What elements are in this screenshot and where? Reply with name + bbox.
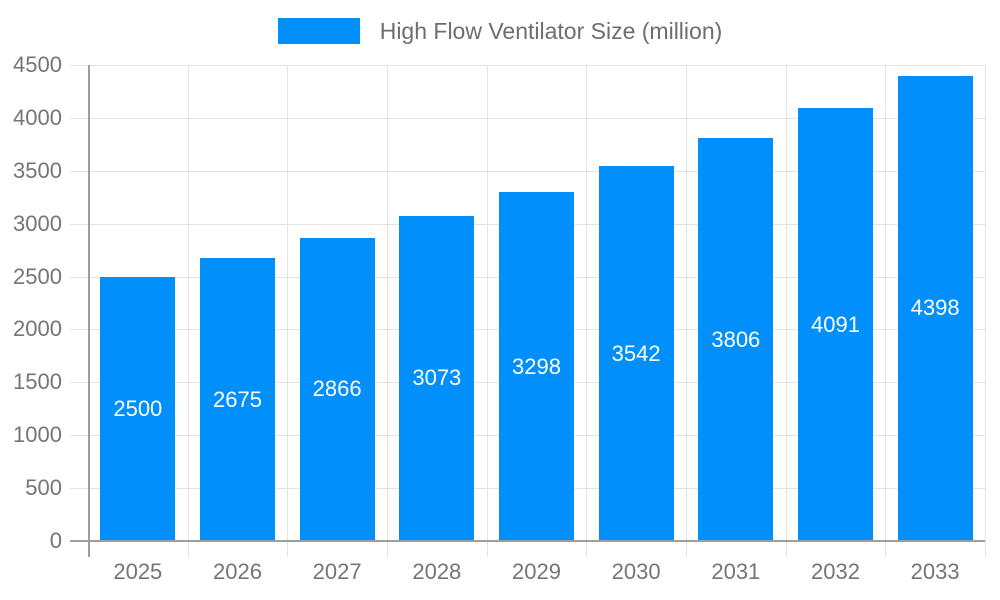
x-axis-label: 2027 xyxy=(312,559,362,584)
legend-label: High Flow Ventilator Size (million) xyxy=(379,17,723,44)
x-tick xyxy=(685,541,687,557)
y-axis-label: 2500 xyxy=(13,263,62,289)
x-axis-line xyxy=(70,540,985,542)
x-axis-label: 2028 xyxy=(412,559,462,584)
bar: 2866 xyxy=(299,237,375,541)
bar: 3806 xyxy=(698,138,774,541)
y-axis-line xyxy=(88,65,90,557)
y-tick xyxy=(70,117,88,119)
v-gridline xyxy=(486,65,488,541)
x-axis-label: 2030 xyxy=(611,559,661,584)
x-tick xyxy=(586,541,588,557)
bar: 4091 xyxy=(798,108,873,541)
bar: 2675 xyxy=(200,258,275,541)
y-axis-label: 2000 xyxy=(13,316,62,342)
y-axis-label: 4000 xyxy=(13,104,62,130)
x-tick xyxy=(985,541,986,557)
y-tick xyxy=(70,329,88,331)
x-axis-label: 2031 xyxy=(711,559,761,584)
v-gridline xyxy=(685,65,687,541)
bar-value-label: 3298 xyxy=(512,353,561,379)
bar: 3298 xyxy=(499,192,574,541)
plot-area: 0 500 1000 1500 2000 2500 3000 3500 4000 4500 2500… xyxy=(13,52,986,584)
y-axis-label: 1500 xyxy=(13,369,62,395)
h-gridline xyxy=(88,170,985,172)
y-axis-label: 3000 xyxy=(13,210,62,236)
x-tick xyxy=(885,541,887,557)
y-tick xyxy=(70,65,88,66)
h-gridline xyxy=(88,65,985,66)
x-axis-label: 2029 xyxy=(512,559,561,584)
y-tick xyxy=(70,223,88,225)
x-axis-label: 2025 xyxy=(113,559,163,584)
bar-value-label: 2866 xyxy=(312,376,362,402)
bar-value-label: 2500 xyxy=(113,395,163,421)
y-axis-label: 0 xyxy=(49,528,62,553)
bar: 3542 xyxy=(598,166,674,541)
x-axis-label: 2026 xyxy=(213,559,262,584)
bar-value-label: 4091 xyxy=(811,311,860,337)
y-axis-label: 3500 xyxy=(13,157,62,183)
y-tick xyxy=(70,488,88,490)
x-tick xyxy=(187,541,189,557)
bar-value-label: 3073 xyxy=(412,365,462,391)
bar: 2500 xyxy=(100,276,176,541)
v-gridline xyxy=(187,65,189,541)
v-gridline xyxy=(386,65,388,541)
y-axis-label: 1000 xyxy=(13,422,62,448)
bar-value-label: 2675 xyxy=(213,386,262,412)
x-tick xyxy=(386,541,388,557)
x-axis-label: 2033 xyxy=(910,559,960,584)
y-tick xyxy=(70,170,88,172)
x-tick xyxy=(486,541,488,557)
v-gridline xyxy=(985,65,986,541)
y-tick xyxy=(70,435,88,437)
h-gridline xyxy=(88,117,985,119)
y-axis-label: 4500 xyxy=(13,52,62,77)
legend-item[interactable]: High Flow Ventilator Size (million) xyxy=(0,16,1000,46)
y-tick xyxy=(70,276,88,278)
v-gridline xyxy=(885,65,887,541)
x-tick xyxy=(785,541,787,557)
v-gridline xyxy=(287,65,289,541)
bar-value-label: 3542 xyxy=(611,340,661,366)
x-axis-label: 2032 xyxy=(811,559,860,584)
bar: 3073 xyxy=(399,215,475,541)
y-tick xyxy=(70,382,88,384)
bar-value-label: 4398 xyxy=(910,295,960,321)
legend-swatch xyxy=(277,18,360,44)
bar-value-label: 3806 xyxy=(711,326,761,352)
bar: 4398 xyxy=(897,75,973,541)
v-gridline xyxy=(785,65,787,541)
v-gridline xyxy=(586,65,588,541)
y-axis-label: 500 xyxy=(25,475,62,501)
x-tick xyxy=(287,541,289,557)
